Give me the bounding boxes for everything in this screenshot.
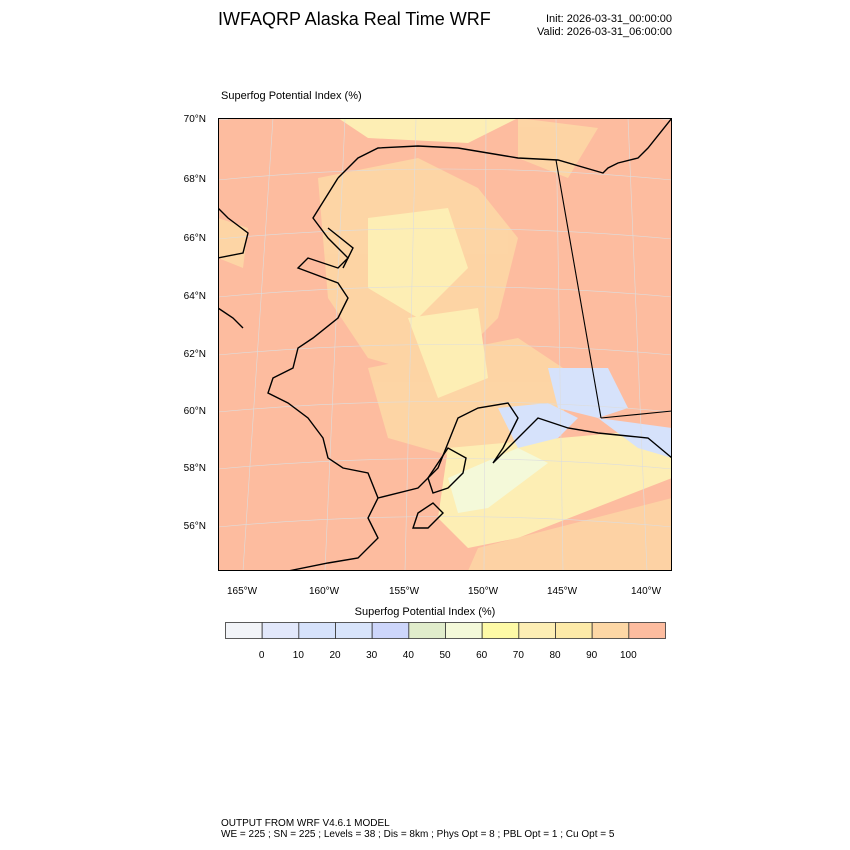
colorbar-label: 80	[549, 650, 561, 661]
colorbar-box	[408, 622, 446, 639]
colorbar-label: 70	[512, 650, 524, 661]
colorbar-box	[335, 622, 373, 639]
ocean-field	[468, 498, 672, 571]
footer-options: WE = 225 ; SN = 225 ; Levels = 38 ; Dis …	[221, 829, 615, 840]
colorbar-label: 100	[619, 650, 637, 661]
init-time: Init: 2026-03-31_00:00:00	[546, 13, 672, 25]
map-panel	[218, 118, 672, 571]
lon-label: 155°W	[389, 586, 420, 597]
valid-time: Valid: 2026-03-31_06:00:00	[537, 26, 672, 38]
footer-model: OUTPUT FROM WRF V4.6.1 MODEL	[221, 818, 390, 829]
colorbar-label: 30	[366, 650, 378, 661]
field-patches-20	[498, 368, 672, 458]
lat-label: 66°N	[183, 233, 206, 244]
colorbar-label: 40	[402, 650, 414, 661]
figure-title: IWFAQRP Alaska Real Time WRF	[218, 9, 491, 29]
colorbar-box	[518, 622, 556, 639]
colorbar-label: 20	[329, 650, 341, 661]
colorbar-box	[591, 622, 630, 639]
map-frame	[218, 118, 672, 571]
colorbar-box	[481, 622, 520, 639]
lon-label: 145°W	[547, 586, 578, 597]
colorbar-box	[555, 622, 593, 639]
colorbar-label: 10	[292, 650, 304, 661]
plot-subtitle: Superfog Potential Index (%)	[221, 90, 362, 102]
lat-label: 68°N	[183, 174, 206, 185]
lat-label: 70°N	[183, 114, 206, 125]
lon-label: 140°W	[631, 586, 662, 597]
colorbar-box	[225, 622, 263, 639]
lat-label: 62°N	[183, 349, 206, 360]
graticule	[218, 118, 672, 571]
colorbar-label: 90	[586, 650, 598, 661]
colorbar-box	[371, 622, 410, 639]
border-lines	[555, 159, 672, 419]
lat-label: 64°N	[183, 291, 206, 302]
colorbar	[225, 622, 666, 639]
colorbar-label: 0	[258, 650, 265, 661]
field-patches-50	[448, 448, 548, 513]
lat-label: 60°N	[183, 406, 206, 417]
colorbar-box	[445, 622, 483, 639]
colorbar-label: 50	[439, 650, 451, 661]
colorbar-title: Superfog Potential Index (%)	[354, 606, 496, 618]
field-patches-70	[338, 118, 672, 548]
lat-label: 58°N	[183, 463, 206, 474]
colorbar-label: 60	[476, 650, 488, 661]
colorbar-box	[628, 622, 666, 639]
lon-label: 165°W	[227, 586, 258, 597]
colorbar-box	[298, 622, 336, 639]
colorbar-box	[261, 622, 300, 639]
lat-axis: 70°N 68°N 66°N 64°N 62°N 60°N 58°N 56°N	[0, 114, 206, 534]
lon-label: 150°W	[468, 586, 499, 597]
lon-label: 160°W	[309, 586, 340, 597]
lat-label: 56°N	[183, 521, 206, 532]
coastline	[218, 118, 672, 571]
